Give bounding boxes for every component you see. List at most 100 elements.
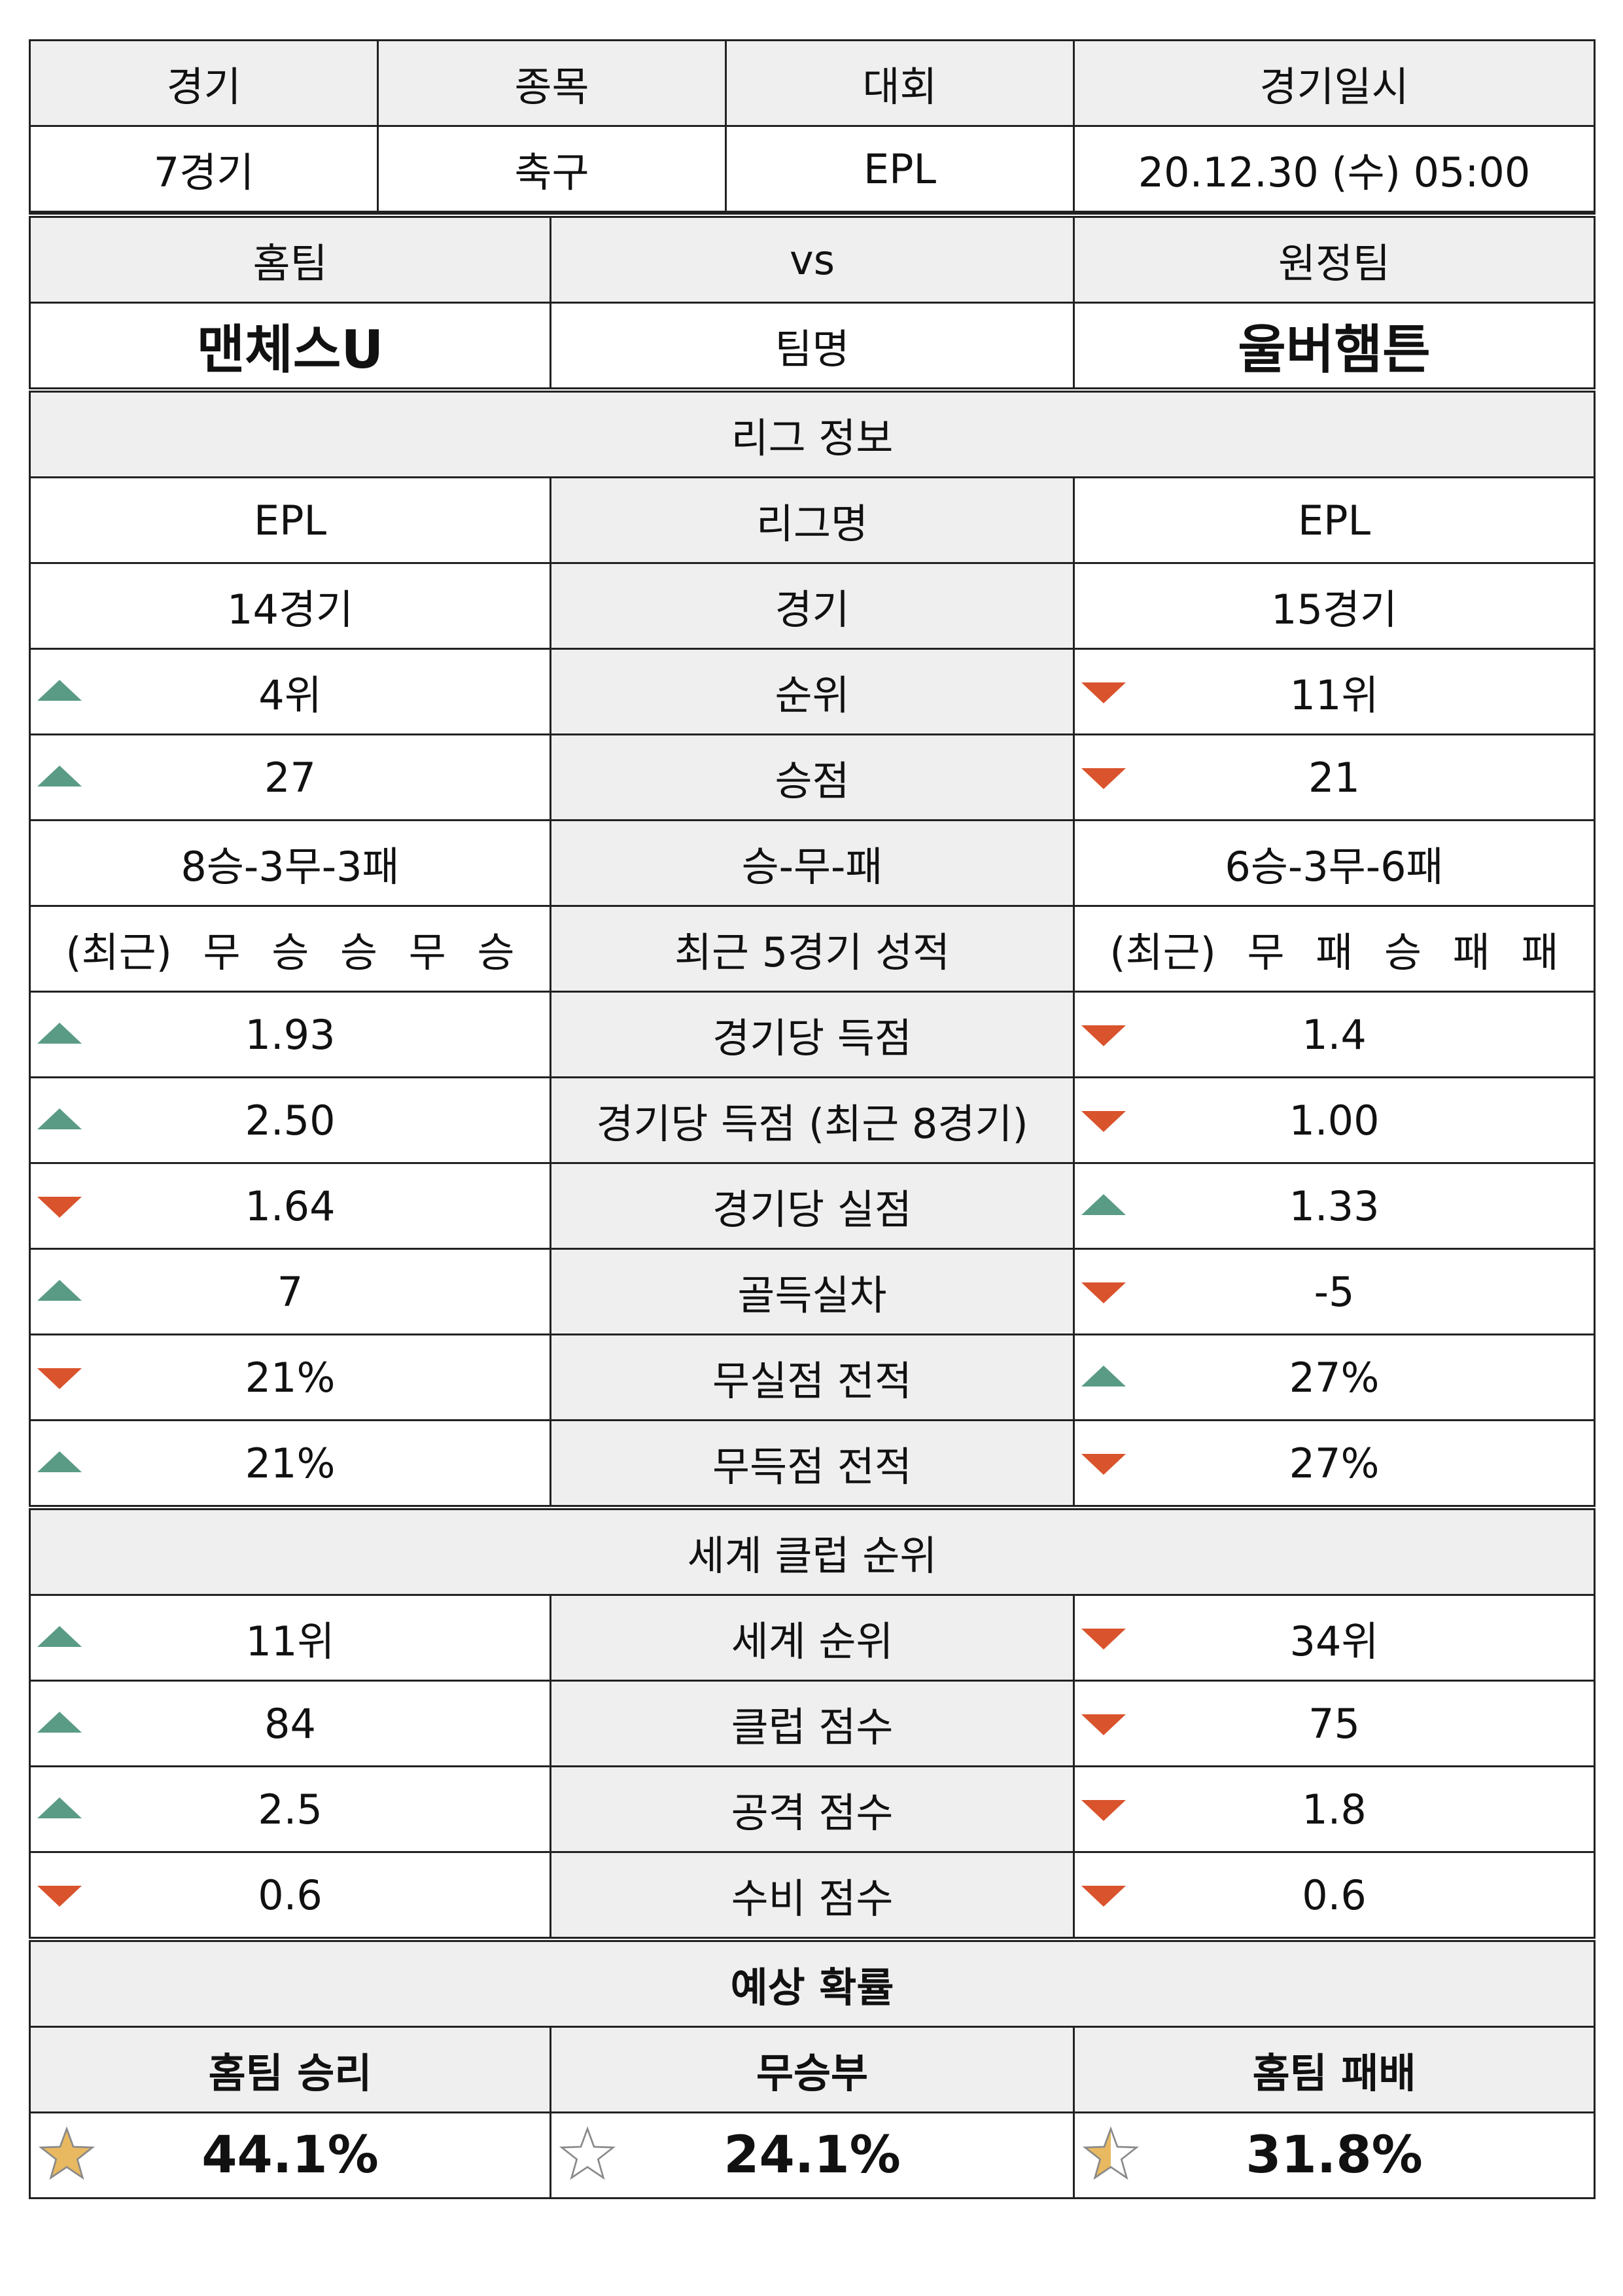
match-datetime: 20.12.30 (수) 05:00	[1073, 125, 1596, 213]
world-section-title: 세계 클럽 순위	[29, 1505, 1596, 1596]
prediction-title-row: 예상 확률	[29, 1937, 1596, 2028]
home-value-cell: 14경기	[29, 562, 551, 650]
up-triangle-icon	[37, 1023, 82, 1044]
stat-row: 21% 무실점 전적 27%	[29, 1333, 1596, 1421]
home-value: EPL	[253, 496, 327, 544]
away-value-cell: 1.4	[1073, 991, 1596, 1078]
team-label-row: 홈팀 vs 원정팀	[29, 213, 1596, 304]
away-team-label: 원정팀	[1073, 213, 1596, 304]
world-section-title-row: 세계 클럽 순위	[29, 1505, 1596, 1596]
header-competition: 대회	[725, 39, 1075, 127]
header-match-no: 경기	[29, 39, 379, 127]
stat-label-cell: 경기당 실점	[550, 1162, 1075, 1250]
away-value: 1.4	[1302, 1010, 1367, 1059]
stat-row: 0.6 수비 점수 0.6	[29, 1851, 1596, 1941]
stat-label-cell: 리그명	[550, 476, 1075, 564]
away-value: -5	[1314, 1267, 1355, 1316]
away-value: 0.6	[1302, 1871, 1367, 1919]
away-value-cell: 21	[1073, 733, 1596, 821]
home-loss-cell: 31.8%	[1073, 2111, 1596, 2199]
home-value-cell: 7	[29, 1248, 551, 1335]
team-name-row: 맨체스U 팀명 울버햄튼	[29, 302, 1596, 391]
up-triangle-icon	[37, 1626, 82, 1647]
stat-label-cell: 승점	[550, 733, 1075, 821]
prediction-label-row: 홈팀 승리 무승부 홈팀 패배	[29, 2026, 1596, 2113]
stat-row: 21% 무득점 전적 27%	[29, 1419, 1596, 1509]
away-value-cell: -5	[1073, 1248, 1596, 1335]
comparison-table: 홈팀 vs 원정팀 맨체스U 팀명 울버햄튼 리그 정보 EPL 리그명 EPL 14…	[29, 213, 1596, 2199]
away-value: 15경기	[1271, 586, 1397, 633]
down-triangle-icon	[1081, 1025, 1126, 1046]
stat-label-cell: 최근 5경기 성적	[550, 905, 1075, 993]
home-win-probability: 44.1%	[201, 2126, 379, 2185]
away-value-cell: 1.33	[1073, 1162, 1596, 1250]
home-value: 0.6	[258, 1871, 323, 1919]
stat-row: 1.64 경기당 실점 1.33	[29, 1162, 1596, 1250]
home-value: 84	[264, 1699, 316, 1748]
away-value-cell: 1.8	[1073, 1765, 1596, 1853]
down-triangle-icon	[1081, 1454, 1126, 1475]
down-triangle-icon	[1081, 1800, 1126, 1821]
up-triangle-icon	[1081, 1194, 1126, 1215]
stat-row: 1.93 경기당 득점 1.4	[29, 991, 1596, 1078]
away-value-cell: 1.00	[1073, 1076, 1596, 1164]
up-triangle-icon	[37, 766, 82, 786]
home-value: 7	[277, 1267, 304, 1316]
away-value-cell: 11위	[1073, 648, 1596, 735]
home-value-cell: 1.64	[29, 1162, 551, 1250]
stat-label: 순위	[775, 671, 850, 719]
stat-row: 2.5 공격 점수 1.8	[29, 1765, 1596, 1853]
away-value: 27%	[1289, 1353, 1380, 1402]
stat-label-cell: 순위	[550, 648, 1075, 735]
draw-cell: 24.1%	[550, 2111, 1075, 2199]
draw-label: 무승부	[550, 2026, 1075, 2113]
team-name-label: 팀명	[550, 302, 1075, 391]
prediction-title: 예상 확률	[29, 1937, 1596, 2028]
home-win-label: 홈팀 승리	[29, 2026, 551, 2113]
stat-label: 승-무-패	[741, 843, 883, 891]
away-value-cell: 0.6	[1073, 1851, 1596, 1941]
up-triangle-icon	[37, 1280, 82, 1301]
home-value-cell: (최근) 무 승 승 무 승	[29, 905, 551, 993]
down-triangle-icon	[1081, 1282, 1126, 1303]
stat-label: 승점	[775, 757, 850, 805]
down-triangle-icon	[37, 1368, 82, 1389]
stat-row: 7 골득실차 -5	[29, 1248, 1596, 1335]
header-sport: 종목	[377, 39, 727, 127]
stat-row: 14경기 경기 15경기	[29, 562, 1596, 650]
away-value-cell: 6승-3무-6패	[1073, 819, 1596, 907]
vs-label: vs	[550, 213, 1075, 304]
down-triangle-icon	[1081, 768, 1126, 789]
away-value: 1.8	[1302, 1785, 1367, 1833]
stat-label-cell: 세계 순위	[550, 1594, 1075, 1682]
down-triangle-icon	[1081, 1111, 1126, 1132]
home-value-cell: 2.5	[29, 1765, 551, 1853]
match-no: 7경기	[29, 125, 379, 213]
away-value-cell: 27%	[1073, 1419, 1596, 1509]
sport: 축구	[377, 125, 727, 213]
match-info-value-row: 7경기 축구 EPL 20.12.30 (수) 05:00	[29, 125, 1596, 213]
league-section-title-row: 리그 정보	[29, 387, 1596, 478]
away-value: 1.00	[1289, 1096, 1380, 1144]
stat-label: 수비 점수	[731, 1875, 894, 1922]
stat-label: 최근 5경기 성적	[674, 928, 951, 976]
home-value: 14경기	[227, 586, 353, 633]
home-team-label: 홈팀	[29, 213, 551, 304]
stat-label-cell: 승-무-패	[550, 819, 1075, 907]
stat-label: 공격 점수	[731, 1789, 894, 1837]
home-value: 27	[264, 753, 316, 802]
up-triangle-icon	[37, 1108, 82, 1129]
stat-label-cell: 수비 점수	[550, 1851, 1075, 1941]
home-loss-label: 홈팀 패배	[1073, 2026, 1596, 2113]
star-icon	[1082, 2126, 1140, 2180]
stat-label-cell: 공격 점수	[550, 1765, 1075, 1853]
away-value: 21	[1308, 753, 1360, 802]
stat-label: 경기당 득점 (최근 8경기)	[596, 1100, 1028, 1148]
stat-row: 84 클럽 점수 75	[29, 1680, 1596, 1767]
home-value-cell: 21%	[29, 1419, 551, 1509]
home-value: 1.93	[245, 1010, 336, 1059]
down-triangle-icon	[37, 1197, 82, 1218]
home-loss-probability: 31.8%	[1246, 2126, 1423, 2185]
stat-label-cell: 골득실차	[550, 1248, 1075, 1335]
home-value: (최근) 무 승 승 무 승	[65, 928, 515, 976]
